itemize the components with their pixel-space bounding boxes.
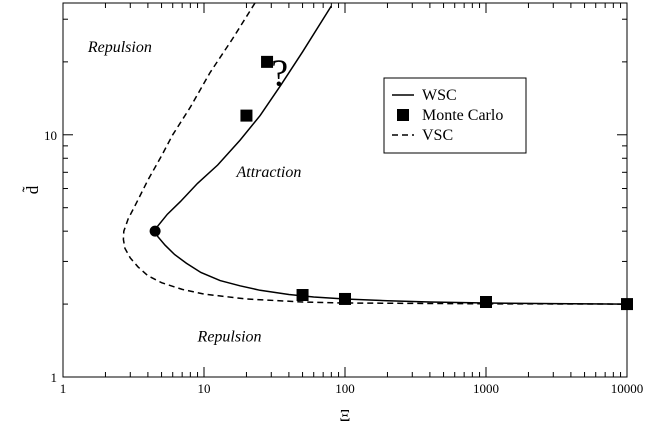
critical-point-marker — [149, 225, 161, 237]
legend-swatch-monte-carlo — [397, 109, 409, 121]
x-tick-label: 1000 — [473, 381, 499, 396]
y-tick-label: 10 — [44, 128, 57, 143]
series-vsc-line — [122, 3, 627, 305]
region-label-repulsion: Repulsion — [87, 39, 152, 56]
region-label-repulsion: Repulsion — [197, 329, 262, 346]
region-label-attraction: Attraction — [235, 164, 301, 181]
y-axis-title: d̃ — [23, 185, 42, 194]
plot-layer: 1 10 100 1000 10000 1 10 Ξd̃ Repulsion Attraction… — [23, 2, 644, 425]
monte-carlo-point — [296, 289, 309, 302]
legend-label: VSC — [422, 127, 453, 144]
x-tick-label: 100 — [335, 381, 355, 396]
monte-carlo-point — [261, 55, 274, 68]
monte-carlo-point — [480, 296, 492, 309]
x-tick-label: 10 — [198, 381, 211, 396]
x-tick-label: 1 — [60, 381, 67, 396]
monte-carlo-point — [621, 298, 633, 311]
monte-carlo-point — [339, 292, 351, 305]
y-tick-label: 1 — [51, 370, 58, 385]
monte-carlo-point — [240, 109, 253, 122]
x-axis-title: Ξ — [340, 406, 351, 425]
legend-label: WSC — [422, 87, 457, 104]
x-tick-label: 10000 — [611, 381, 644, 396]
plot-frame — [62, 2, 628, 378]
legend-label: Monte Carlo — [422, 107, 503, 124]
series-wsc-line — [154, 5, 627, 305]
question-mark-annotation: ? — [271, 52, 288, 94]
